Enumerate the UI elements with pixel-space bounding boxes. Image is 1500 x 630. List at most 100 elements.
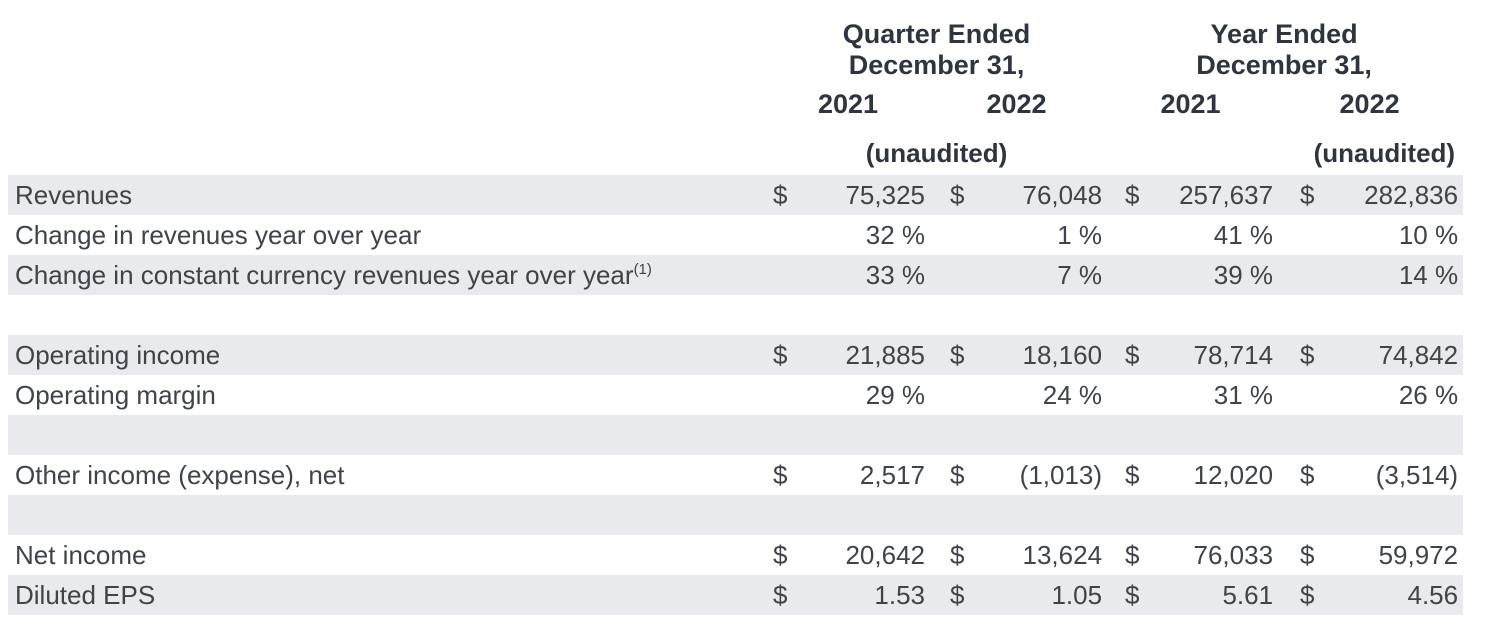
row-label: Net income — [8, 535, 768, 575]
currency-symbol: $ — [1300, 579, 1315, 610]
currency-symbol — [928, 255, 965, 295]
table-row: Net income $20,642 $13,624 $76,033 $59,972 — [8, 535, 1463, 575]
year-2021-header: 2021 — [1160, 88, 1221, 119]
header-spacer — [8, 17, 768, 83]
value-cell: 12,020 — [1193, 459, 1274, 490]
quarter-ended-line1: Quarter Ended — [842, 19, 1031, 49]
year-ended-header: Year Ended December 31, — [1105, 17, 1463, 83]
currency-symbol — [928, 215, 965, 255]
row-label-text: Operating margin — [15, 379, 216, 410]
quarter-ended-line2: December 31, — [848, 50, 1025, 80]
currency-symbol — [1276, 375, 1312, 415]
value-cell: (1,013) — [1019, 459, 1103, 490]
header-spacer — [8, 125, 768, 175]
spacer-row — [8, 415, 1464, 455]
row-label-text: Operating income — [15, 339, 221, 370]
table-row: Operating margin 29 % 24 % 31 % 26 % — [8, 375, 1463, 415]
value-cell: 78,714 — [1193, 339, 1274, 370]
currency-symbol: $ — [950, 339, 965, 370]
table-row: Operating income $21,885 $18,160 $78,714 $74… — [8, 335, 1464, 375]
year-2022-header: 2022 — [1339, 88, 1400, 119]
currency-symbol: $ — [1300, 459, 1315, 490]
value-cell: 76,048 — [1022, 179, 1103, 210]
currency-symbol: $ — [773, 579, 788, 610]
value-cell: 74,842 — [1378, 339, 1459, 370]
row-label: Diluted EPS — [8, 575, 768, 615]
currency-symbol — [768, 255, 800, 295]
table-header: Quarter Ended December 31, Year Ended Dece… — [8, 17, 1463, 175]
currency-symbol — [1276, 215, 1312, 255]
period-header-row: Quarter Ended December 31, Year Ended Dece… — [8, 17, 1463, 83]
quarter-ended-header: Quarter Ended December 31, — [768, 17, 1105, 83]
value-cell: 59,972 — [1378, 539, 1459, 570]
row-label: Operating margin — [8, 375, 768, 415]
row-label: Revenues — [8, 175, 768, 215]
value-cell: 41 % — [1213, 219, 1274, 250]
value-cell: 21,885 — [845, 339, 925, 370]
row-label: Change in constant currency revenues yea… — [8, 255, 768, 295]
value-cell: 1.53 — [874, 579, 925, 610]
spacer-cell — [8, 295, 1463, 335]
spacer-cell — [8, 415, 1463, 455]
table-row: Other income (expense), net $2,517 $ (1,013… — [8, 455, 1463, 495]
spacer-row — [8, 295, 1463, 335]
value-cell: 75,325 — [845, 179, 925, 210]
currency-symbol: $ — [1125, 579, 1140, 610]
currency-symbol — [768, 215, 800, 255]
currency-symbol: $ — [950, 539, 965, 570]
value-cell: 1.05 — [1051, 579, 1103, 610]
currency-symbol: $ — [950, 579, 965, 610]
currency-symbol — [1276, 255, 1312, 295]
table-row: Diluted EPS $1.53 $1.05 $5.61 $4.56 — [8, 575, 1464, 615]
value-cell: 20,642 — [845, 539, 925, 570]
value-cell: 18,160 — [1022, 339, 1103, 370]
table-row: Change in constant currency revenues yea… — [8, 255, 1464, 295]
currency-symbol: $ — [773, 459, 788, 490]
currency-symbol: $ — [1125, 179, 1140, 210]
currency-symbol: $ — [1125, 339, 1140, 370]
currency-symbol: $ — [773, 339, 788, 370]
row-label-text: Change in revenues year over year — [15, 219, 422, 250]
row-label-text: Change in constant currency revenues yea… — [15, 259, 634, 290]
quarter-2022-header: 2022 — [986, 88, 1047, 119]
currency-symbol: $ — [1300, 339, 1315, 370]
row-label-text: Diluted EPS — [15, 579, 156, 610]
value-cell: 10 % — [1398, 219, 1459, 250]
value-cell: (3,514) — [1375, 459, 1459, 490]
currency-symbol — [1105, 375, 1140, 415]
value-cell: 29 % — [865, 379, 925, 410]
value-cell: 76,033 — [1193, 539, 1274, 570]
value-cell: 257,637 — [1179, 179, 1274, 210]
currency-symbol: $ — [773, 539, 788, 570]
spacer-cell — [8, 495, 1463, 535]
row-label: Other income (expense), net — [8, 455, 768, 495]
row-label-text: Revenues — [15, 179, 133, 210]
value-cell: 4.56 — [1407, 579, 1459, 610]
quarter-2021-header: 2021 — [817, 88, 879, 119]
table-row: Change in revenues year over year 32 % 1 %… — [8, 215, 1463, 255]
footnote-marker: (1) — [633, 260, 652, 278]
currency-symbol: $ — [1300, 179, 1315, 210]
currency-symbol: $ — [1125, 539, 1140, 570]
currency-symbol: $ — [950, 179, 965, 210]
currency-symbol — [1105, 215, 1140, 255]
currency-symbol: $ — [773, 179, 788, 210]
value-cell: 1 % — [1057, 219, 1103, 250]
header-spacer — [8, 83, 768, 125]
value-cell: 32 % — [865, 219, 925, 250]
table-row: Revenues $75,325 $76,048 $257,637 $282,836 — [8, 175, 1464, 215]
currency-symbol: $ — [950, 459, 965, 490]
value-cell: 7 % — [1057, 259, 1103, 290]
value-cell: 26 % — [1398, 379, 1459, 410]
value-cell: 2,517 — [859, 459, 925, 490]
currency-symbol: $ — [1300, 539, 1315, 570]
row-label: Change in revenues year over year — [8, 215, 768, 255]
value-cell: 31 % — [1213, 379, 1274, 410]
value-cell: 13,624 — [1022, 539, 1103, 570]
unaudited-label-year: (unaudited) — [1313, 138, 1456, 168]
header-spacer — [1105, 125, 1276, 175]
value-cell: 33 % — [865, 259, 925, 290]
value-cell: 14 % — [1398, 259, 1459, 290]
unaudited-header-row: (unaudited) (unaudited) — [8, 125, 1463, 175]
table-body: Revenues $75,325 $76,048 $257,637 $282,836 Ch… — [8, 175, 1464, 615]
